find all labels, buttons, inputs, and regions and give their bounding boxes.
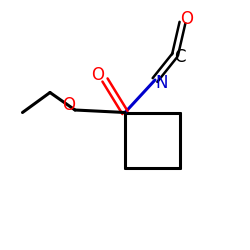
Text: O: O — [62, 96, 75, 114]
Text: O: O — [180, 10, 193, 28]
Text: C: C — [174, 48, 186, 66]
Text: O: O — [91, 66, 104, 84]
Text: N: N — [155, 74, 168, 92]
